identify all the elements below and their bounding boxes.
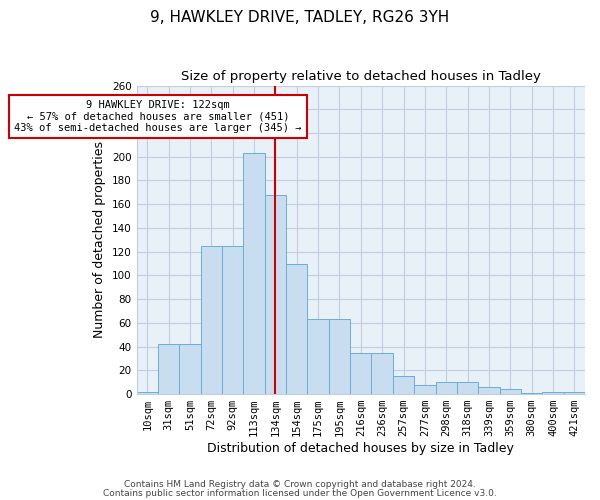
Text: Contains HM Land Registry data © Crown copyright and database right 2024.: Contains HM Land Registry data © Crown c… bbox=[124, 480, 476, 489]
Bar bbox=[200, 246, 222, 394]
Y-axis label: Number of detached properties: Number of detached properties bbox=[94, 142, 106, 338]
Bar bbox=[286, 264, 307, 394]
Bar bbox=[371, 352, 393, 394]
Bar bbox=[563, 392, 585, 394]
Text: Contains public sector information licensed under the Open Government Licence v3: Contains public sector information licen… bbox=[103, 488, 497, 498]
Bar bbox=[158, 344, 179, 394]
Bar bbox=[393, 376, 414, 394]
Bar bbox=[436, 382, 457, 394]
Bar bbox=[329, 320, 350, 394]
Text: 9 HAWKLEY DRIVE: 122sqm
← 57% of detached houses are smaller (451)
43% of semi-d: 9 HAWKLEY DRIVE: 122sqm ← 57% of detache… bbox=[14, 100, 302, 133]
Bar bbox=[457, 382, 478, 394]
Bar bbox=[307, 320, 329, 394]
Bar bbox=[137, 392, 158, 394]
Bar bbox=[542, 392, 563, 394]
Bar bbox=[265, 194, 286, 394]
Bar bbox=[521, 393, 542, 394]
Title: Size of property relative to detached houses in Tadley: Size of property relative to detached ho… bbox=[181, 70, 541, 83]
X-axis label: Distribution of detached houses by size in Tadley: Distribution of detached houses by size … bbox=[208, 442, 514, 455]
Bar bbox=[222, 246, 244, 394]
Bar bbox=[414, 384, 436, 394]
Bar bbox=[244, 153, 265, 394]
Bar bbox=[478, 387, 500, 394]
Bar bbox=[179, 344, 200, 394]
Text: 9, HAWKLEY DRIVE, TADLEY, RG26 3YH: 9, HAWKLEY DRIVE, TADLEY, RG26 3YH bbox=[151, 10, 449, 25]
Bar bbox=[500, 390, 521, 394]
Bar bbox=[350, 352, 371, 394]
